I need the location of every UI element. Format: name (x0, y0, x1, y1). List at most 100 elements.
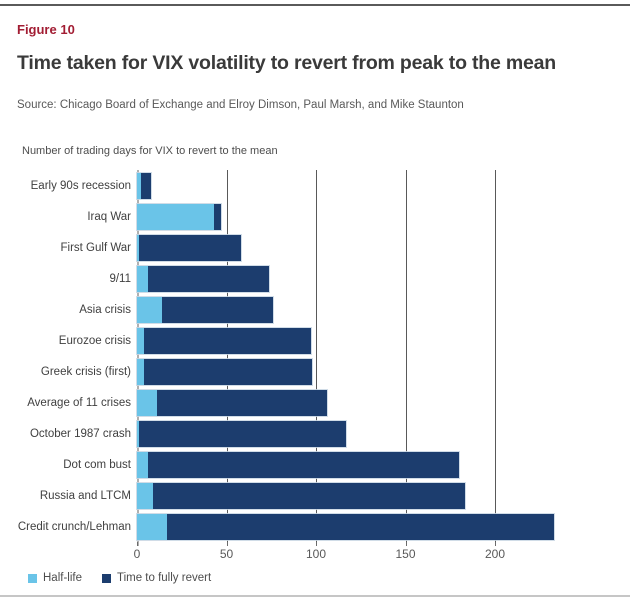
axis-tick (137, 542, 138, 546)
category-label: Greek crisis (first) (40, 365, 131, 378)
bar-track (137, 203, 630, 230)
chart-subtitle: Number of trading days for VIX to revert… (22, 145, 278, 157)
category-label: October 1987 crash (29, 427, 131, 440)
category-label: Asia crisis (79, 303, 131, 316)
half-life-segment (137, 420, 139, 447)
bar-track (137, 265, 630, 292)
stacked-bar (137, 327, 311, 354)
bar-track (137, 327, 630, 354)
legend-item: Half-life (28, 572, 82, 584)
bar-track (137, 420, 630, 447)
legend-label: Time to fully revert (116, 572, 212, 584)
half-life-segment (137, 172, 141, 199)
axis-tick (495, 542, 496, 546)
axis-tick (226, 542, 228, 546)
stacked-bar (137, 265, 270, 292)
bar-row: Iraq War (0, 201, 630, 232)
bar-row: Greek crisis (first) (0, 356, 630, 387)
category-label: Russia and LTCM (39, 489, 131, 502)
bar-track (137, 234, 630, 261)
figure-label: Figure 10 (17, 22, 75, 37)
time-to-fully-revert-segment (156, 389, 327, 416)
legend-label: Half-life (43, 572, 82, 584)
category-label: Early 90s recession (30, 179, 131, 192)
stacked-bar (137, 234, 241, 261)
axis-tick-label: 0 (133, 547, 141, 561)
bar-track (137, 389, 630, 416)
bar-row: Credit crunch/Lehman (0, 511, 630, 542)
bar-track (137, 296, 630, 323)
stacked-bar (137, 203, 222, 230)
legend: Half-life Time to fully revert (28, 572, 630, 584)
half-life-segment (137, 296, 163, 323)
bar-row: 9/11 (0, 263, 630, 294)
legend-swatch-icon (101, 573, 111, 583)
bar-row: Russia and LTCM (0, 480, 630, 511)
bar-row: October 1987 crash (0, 418, 630, 449)
stacked-bar (137, 513, 555, 540)
x-axis: 0 50 100 150 200 (0, 542, 630, 562)
stacked-bar (137, 296, 274, 323)
bar-row: Eurozoe crisis (0, 325, 630, 356)
time-to-fully-revert-segment (144, 327, 311, 354)
bar-track (137, 451, 630, 478)
time-to-fully-revert-segment (153, 482, 465, 509)
stacked-bar (137, 482, 465, 509)
y-axis-line (137, 170, 139, 546)
time-to-fully-revert-segment (147, 265, 270, 292)
source-text: Source: Chicago Board of Exchange and El… (17, 99, 464, 111)
time-to-fully-revert-segment (213, 203, 222, 230)
bar-track (137, 513, 630, 540)
category-label: First Gulf War (60, 241, 132, 254)
category-label: Eurozoe crisis (58, 334, 131, 347)
axis-tick (316, 542, 317, 546)
time-to-fully-revert-segment (147, 451, 460, 478)
category-label: Iraq War (87, 210, 131, 223)
axis-tick (405, 542, 407, 546)
bar-row: First Gulf War (0, 232, 630, 263)
half-life-segment (137, 234, 139, 261)
half-life-segment (137, 451, 148, 478)
top-rule (0, 4, 630, 6)
half-life-segment (137, 327, 145, 354)
category-label: 9/11 (109, 272, 131, 285)
category-label: Average of 11 crises (27, 396, 131, 409)
axis-tick-label: 100 (305, 547, 327, 561)
legend-swatch-icon (28, 573, 37, 583)
half-life-segment (137, 389, 157, 416)
half-life-segment (137, 482, 154, 509)
bar-row: Early 90s recession (0, 170, 630, 201)
category-label: Dot com bust (63, 458, 131, 471)
half-life-segment (137, 265, 148, 292)
category-label: Credit crunch/Lehman (17, 520, 131, 533)
time-to-fully-revert-segment (162, 296, 274, 323)
stacked-bar (137, 389, 327, 416)
stacked-bar (137, 420, 347, 447)
bar-row: Average of 11 crises (0, 387, 630, 418)
bar-track (137, 482, 630, 509)
time-to-fully-revert-segment (167, 513, 555, 540)
gridline-200 (495, 170, 496, 542)
bottom-rule (0, 595, 630, 597)
half-life-segment (137, 358, 145, 385)
page-title: Time taken for VIX volatility to revert … (17, 52, 557, 74)
stacked-bar (137, 358, 313, 385)
stacked-bar (137, 451, 460, 478)
axis-tick-label: 200 (484, 547, 506, 561)
gridline-150 (405, 170, 407, 542)
half-life-segment (137, 513, 168, 540)
gridline-100 (316, 170, 317, 542)
bar-track (137, 172, 630, 199)
bar-rows: Early 90s recession Iraq War First Gulf Wa… (0, 170, 630, 542)
gridline-50 (226, 170, 228, 542)
bar-row: Dot com bust (0, 449, 630, 480)
half-life-segment (137, 203, 214, 230)
stacked-bar (137, 172, 152, 199)
bar-row: Asia crisis (0, 294, 630, 325)
bar-track (137, 358, 630, 385)
time-to-fully-revert-segment (140, 172, 152, 199)
time-to-fully-revert-segment (138, 234, 241, 261)
time-to-fully-revert-segment (138, 420, 347, 447)
axis-tick-label: 150 (395, 547, 416, 561)
plot-area: Early 90s recession Iraq War First Gulf Wa… (0, 170, 630, 546)
